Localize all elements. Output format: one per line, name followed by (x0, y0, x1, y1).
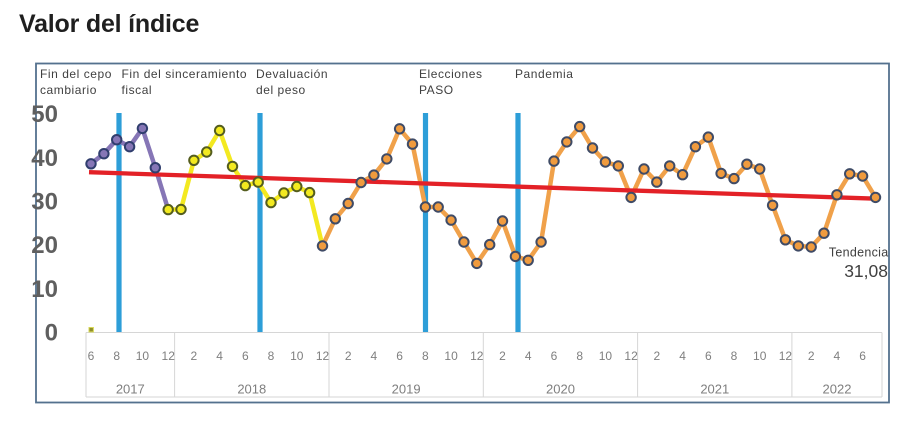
svg-text:Tendencia: Tendencia (829, 246, 889, 260)
svg-text:2019: 2019 (392, 382, 421, 397)
svg-text:20: 20 (31, 232, 58, 259)
svg-text:6: 6 (551, 349, 558, 363)
svg-text:2: 2 (191, 349, 198, 363)
svg-text:4: 4 (371, 349, 378, 363)
svg-text:10: 10 (444, 349, 458, 363)
svg-text:12: 12 (624, 349, 638, 363)
svg-text:40: 40 (31, 145, 58, 172)
svg-text:12: 12 (316, 349, 330, 363)
svg-text:6: 6 (705, 349, 712, 363)
svg-text:4: 4 (525, 349, 532, 363)
svg-text:6: 6 (859, 349, 866, 363)
svg-text:12: 12 (470, 349, 484, 363)
svg-text:2020: 2020 (546, 382, 575, 397)
svg-text:6: 6 (88, 349, 95, 363)
svg-text:0: 0 (45, 320, 58, 347)
svg-text:12: 12 (779, 349, 793, 363)
svg-text:30: 30 (31, 189, 58, 216)
svg-text:8: 8 (268, 349, 275, 363)
svg-text:10: 10 (290, 349, 304, 363)
svg-text:2021: 2021 (700, 382, 729, 397)
svg-text:12: 12 (162, 349, 176, 363)
svg-text:Fin del cepo: Fin del cepo (40, 67, 112, 81)
svg-text:4: 4 (216, 349, 223, 363)
svg-text:2017: 2017 (116, 382, 145, 397)
svg-text:2022: 2022 (823, 382, 852, 397)
svg-text:Pandemia: Pandemia (515, 67, 573, 81)
svg-text:10: 10 (599, 349, 613, 363)
svg-text:fiscal: fiscal (122, 83, 153, 97)
svg-text:8: 8 (731, 349, 738, 363)
svg-text:Valor del índice: Valor del índice (19, 10, 199, 38)
svg-text:4: 4 (679, 349, 686, 363)
svg-text:6: 6 (242, 349, 249, 363)
svg-text:2: 2 (345, 349, 352, 363)
svg-text:6: 6 (396, 349, 403, 363)
svg-text:Fin del sinceramiento: Fin del sinceramiento (122, 67, 248, 81)
svg-text:4: 4 (834, 349, 841, 363)
svg-text:2018: 2018 (237, 382, 266, 397)
svg-text:31,08: 31,08 (844, 261, 888, 281)
svg-text:del peso: del peso (256, 83, 306, 97)
svg-text:10: 10 (31, 276, 58, 303)
svg-text:2: 2 (808, 349, 815, 363)
svg-text:Elecciones: Elecciones (419, 67, 483, 81)
svg-text:10: 10 (753, 349, 767, 363)
svg-text:50: 50 (31, 101, 58, 128)
svg-text:8: 8 (576, 349, 583, 363)
svg-text:Devaluación: Devaluación (256, 67, 328, 81)
svg-text:2: 2 (499, 349, 506, 363)
svg-text:cambiario: cambiario (40, 83, 97, 97)
svg-text:2: 2 (653, 349, 660, 363)
svg-text:10: 10 (136, 349, 150, 363)
svg-text:8: 8 (422, 349, 429, 363)
svg-text:PASO: PASO (419, 83, 454, 97)
svg-text:8: 8 (113, 349, 120, 363)
